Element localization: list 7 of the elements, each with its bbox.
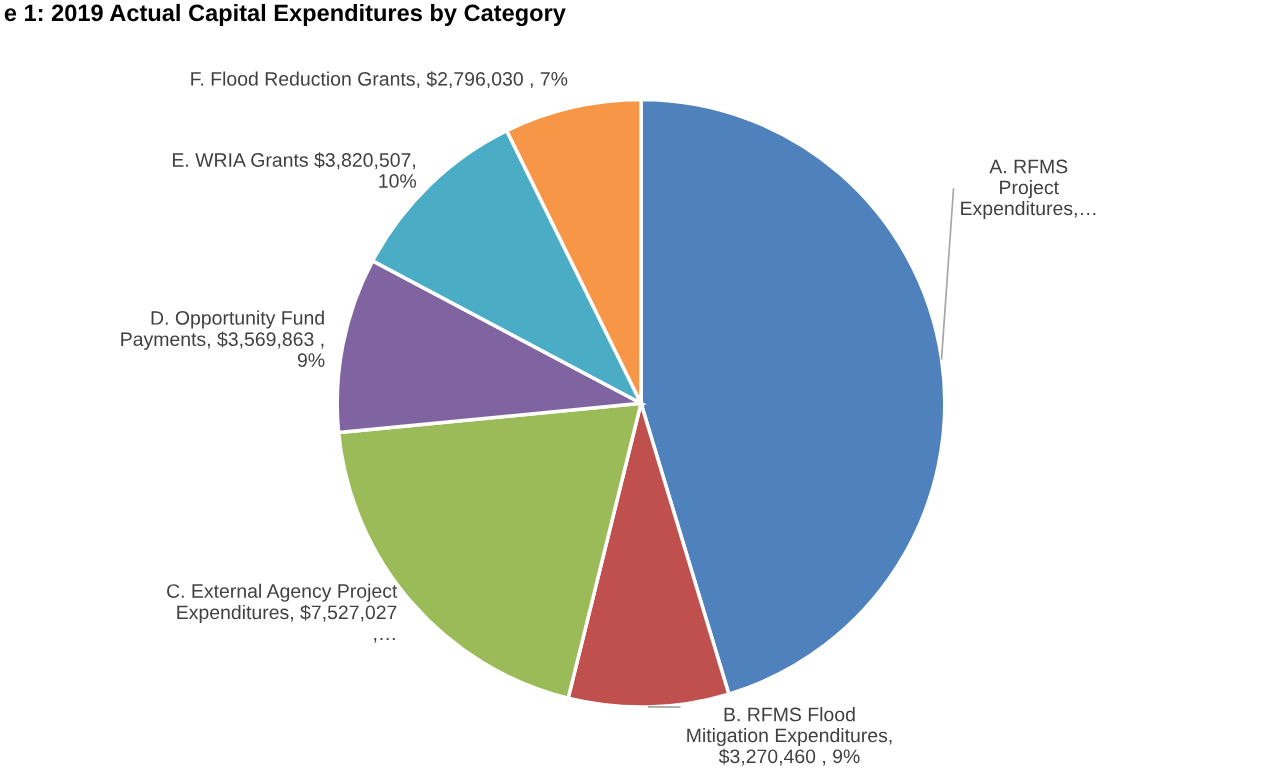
chart-title: e 1: 2019 Actual Capital Expenditures by Category (4, 3, 566, 27)
slice-label: C. External Agency Project Expenditures, $7,527,027 ,… (167, 583, 398, 643)
slice-label: A. RFMS Project Expenditures,… (961, 159, 1096, 220)
slice-label: D. Opportunity Fund Payments, $3,569,863 , 9% (121, 310, 325, 368)
slice-label: F. Flood Reduction Grants, $2,796,030 , 7% (191, 71, 568, 89)
slice-label: E. WRIA Grants $3,820,507, 10% (172, 152, 417, 188)
slice-label: B. RFMS Flood Mitigation Expenditures, $3,270,460 , 9% (687, 707, 892, 766)
